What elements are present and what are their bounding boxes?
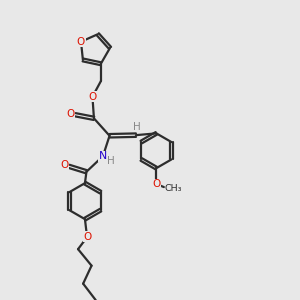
Text: CH₃: CH₃ [165, 184, 182, 193]
Text: H: H [107, 156, 115, 166]
Text: O: O [83, 232, 92, 242]
Text: O: O [60, 160, 69, 170]
Text: O: O [77, 37, 85, 47]
Text: H: H [133, 122, 140, 132]
Text: O: O [67, 109, 75, 119]
Text: O: O [152, 179, 160, 189]
Text: N: N [99, 151, 107, 161]
Text: O: O [88, 92, 97, 102]
